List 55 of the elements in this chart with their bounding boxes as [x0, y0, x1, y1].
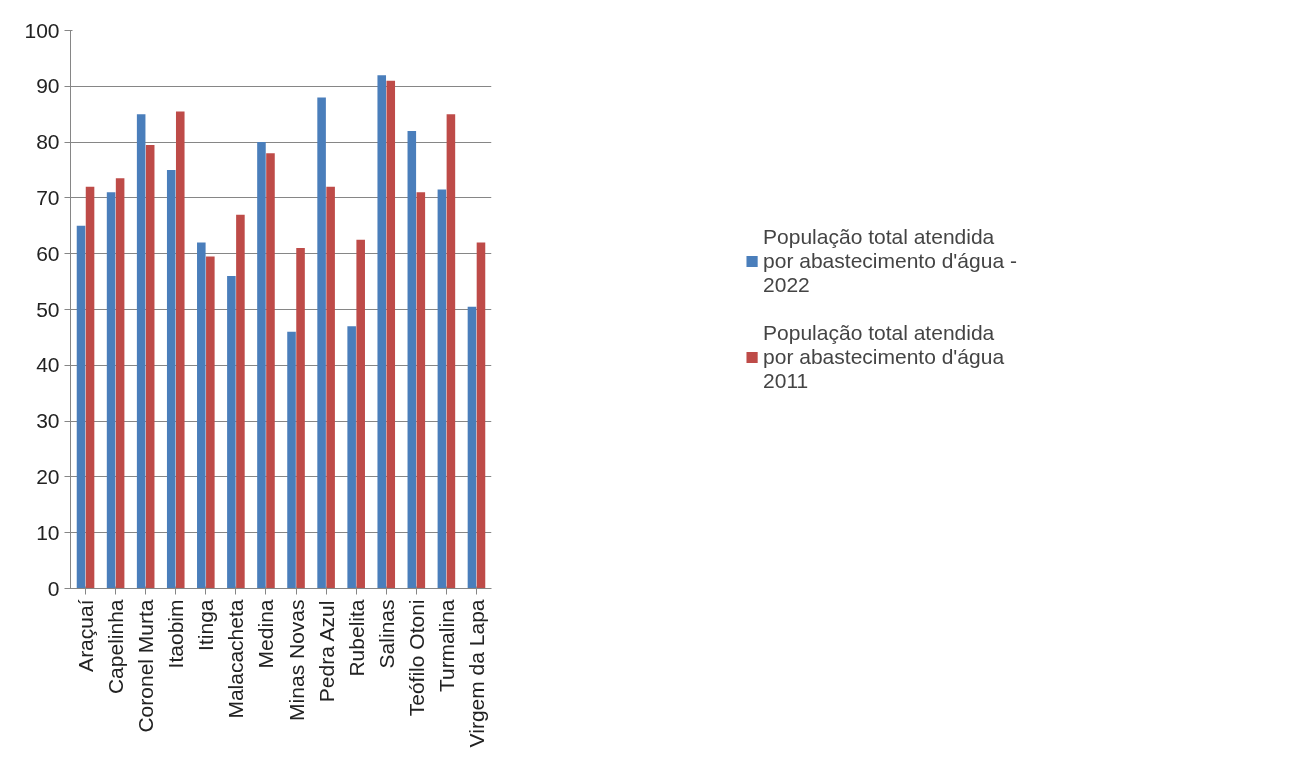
- bar: [407, 130, 417, 589]
- y-tick-label: 50: [36, 297, 60, 321]
- x-tick-label: Virgem da Lapa: [464, 599, 488, 748]
- x-tick-label: Itaobim: [164, 599, 188, 669]
- bar: [347, 326, 356, 589]
- bar: [446, 114, 456, 589]
- legend-label: População total atendida por abastecimento d'água 2011: [763, 321, 1005, 393]
- legend-label: População total atendida por abastecimento d'água - 2022: [763, 225, 1017, 297]
- bar: [386, 80, 396, 589]
- bar: [326, 186, 335, 589]
- bar: [266, 153, 275, 589]
- x-tick-label: Itinga: [194, 599, 218, 651]
- bar: [115, 178, 125, 589]
- bar: [175, 111, 185, 589]
- x-tick-label: Teófilo Otoni: [404, 599, 428, 717]
- x-tick-label: Araçuaí: [74, 599, 98, 672]
- x-tick-label: Pedra Azul: [314, 600, 338, 703]
- y-tick-label: 90: [36, 74, 60, 98]
- x-tick-label: Capelinha: [104, 599, 128, 695]
- bar: [236, 214, 245, 589]
- y-tick-label: 80: [36, 130, 60, 154]
- x-tick-label: Turmalina: [434, 599, 458, 693]
- bar: [467, 306, 477, 589]
- y-tick-label: 30: [36, 409, 60, 433]
- bar: [206, 256, 215, 589]
- bar: [257, 142, 266, 589]
- bar: [476, 242, 486, 589]
- x-tick-label: Minas Novas: [284, 599, 308, 721]
- bar: [197, 242, 206, 589]
- x-tick-label: Medina: [254, 599, 278, 669]
- x-tick-label: Coronel Murta: [134, 599, 158, 733]
- bar: [145, 144, 155, 589]
- y-tick-label: 0: [47, 576, 60, 600]
- y-tick-label: 20: [36, 464, 60, 488]
- bar: [296, 248, 305, 589]
- y-tick-label: 10: [36, 520, 60, 544]
- x-tick-label: Rubelita: [344, 599, 368, 677]
- bar: [356, 239, 365, 589]
- bar: [85, 186, 95, 589]
- bar: [377, 75, 387, 589]
- bar: [227, 276, 236, 589]
- bar: [287, 331, 296, 589]
- x-tick-label: Salinas: [374, 599, 398, 669]
- bar: [136, 114, 146, 589]
- bar: [416, 192, 426, 589]
- bar: [166, 170, 176, 589]
- y-tick-label: 60: [36, 241, 60, 265]
- bar: [106, 192, 116, 589]
- bar: [437, 189, 447, 589]
- bar: [76, 225, 86, 589]
- y-tick-label: 40: [36, 353, 60, 377]
- y-tick-label: 100: [24, 18, 60, 42]
- y-tick-label: 70: [36, 185, 60, 209]
- x-tick-label: Malacacheta: [224, 599, 248, 719]
- bar: [317, 97, 326, 589]
